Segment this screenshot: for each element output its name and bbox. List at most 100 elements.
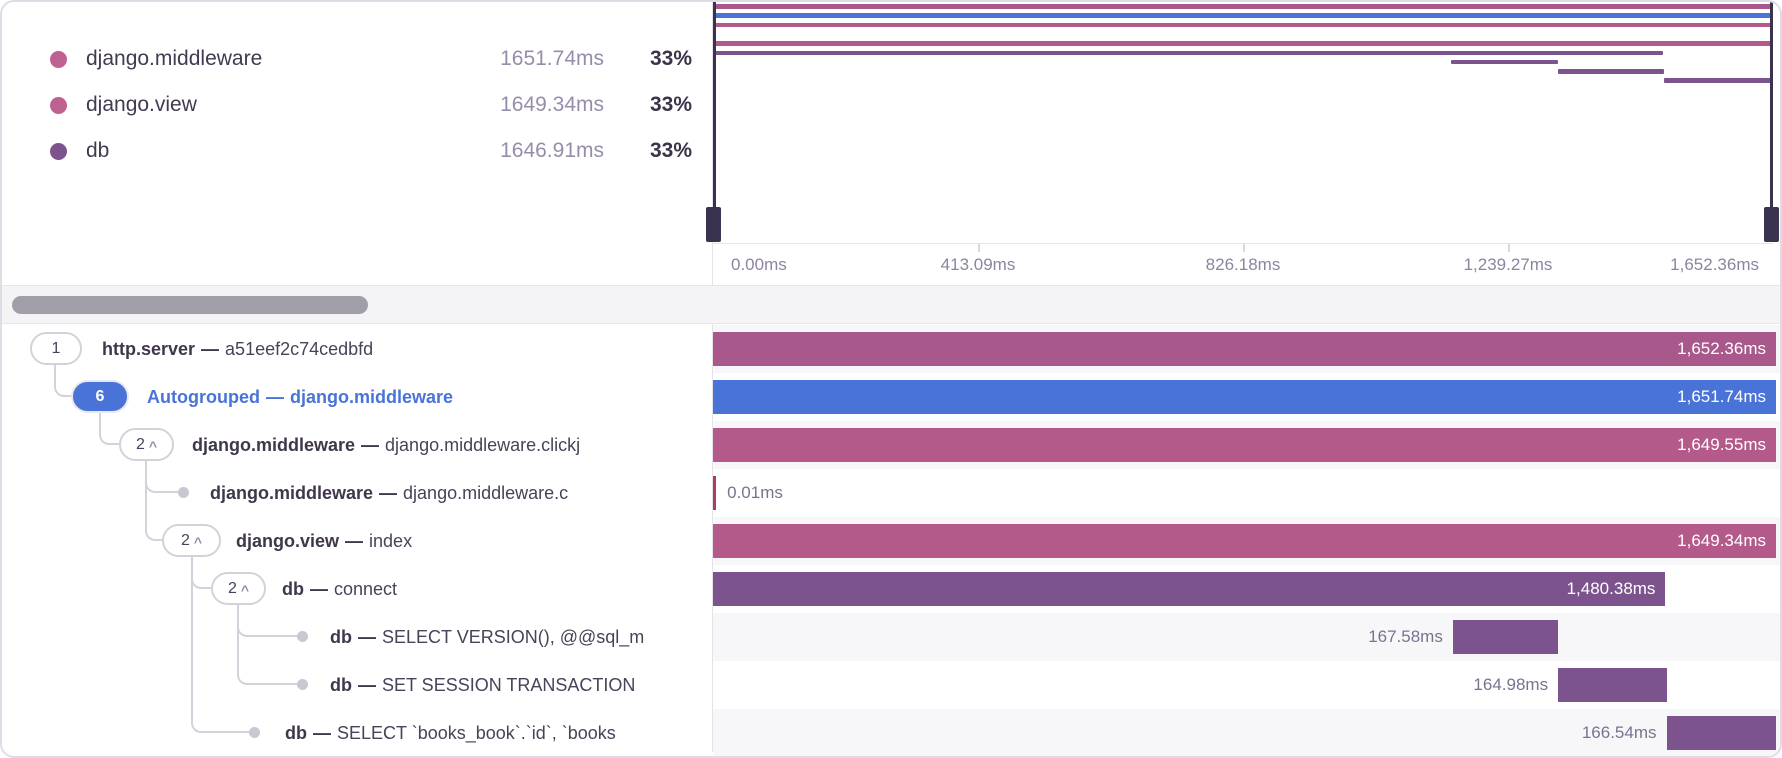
span-bar-row: 1,649.34ms <box>713 517 1776 565</box>
span-title: django.middleware — django.middleware.clic… <box>192 421 580 469</box>
span-bar-row: 1,480.38ms <box>713 565 1776 613</box>
chevron-up-icon: ^ <box>193 533 203 550</box>
minimap-left-handle-line[interactable] <box>713 2 716 242</box>
span-bar-django-view[interactable]: 1,649.34ms <box>713 524 1776 558</box>
span-bar-http-server[interactable]: 1,652.36ms <box>713 332 1776 366</box>
child-count-badge-expanded[interactable]: 2 ^ <box>162 524 221 557</box>
row-stripe <box>713 613 1780 661</box>
span-title: db — connect <box>282 565 397 613</box>
span-bar-autogroup[interactable]: 1,651.74ms <box>713 380 1776 414</box>
separator: — <box>310 579 328 599</box>
scrollbar-track[interactable] <box>2 286 1780 324</box>
horizontal-scrollbar-thumb[interactable] <box>12 296 368 314</box>
span-duration-label: 1,651.74ms <box>1677 387 1766 406</box>
span-tree-row-middleware-leaf[interactable]: django.middleware — django.middleware.c <box>2 469 712 517</box>
op-percent: 33% <box>649 93 692 116</box>
span-description: django.middleware.clickj <box>385 435 581 455</box>
span-duration-label: 1,649.34ms <box>1677 531 1766 550</box>
leaf-dot <box>297 679 308 690</box>
span-description: connect <box>334 579 398 599</box>
op-duration: 1646.91ms <box>500 139 604 162</box>
span-description: django.middleware <box>289 387 454 407</box>
autogroup-count-badge[interactable]: 6 <box>71 380 129 413</box>
axis-label: 826.18ms <box>1205 255 1281 274</box>
trace-minimap[interactable] <box>706 2 1779 242</box>
chevron-up-icon: ^ <box>148 437 158 454</box>
legend-item: db 1646.91ms 33% <box>2 128 692 174</box>
separator: — <box>345 531 364 551</box>
axis-label: 0.00ms <box>731 255 787 274</box>
axis-tick <box>1508 244 1510 252</box>
tree-connector <box>54 364 71 397</box>
minimap-span <box>713 50 1663 55</box>
axis-tick <box>978 244 980 252</box>
badge-count: 6 <box>95 387 105 405</box>
minimap-right-handle-grip[interactable] <box>1764 207 1779 242</box>
time-axis: 0.00ms 413.09ms 826.18ms 1,239.27ms 1,65… <box>713 243 1773 285</box>
span-description: SELECT `books_book`.`id`, `books <box>337 723 616 743</box>
minimap-left-handle-grip[interactable] <box>706 207 721 242</box>
op-color-dot <box>50 142 67 160</box>
axis-tick <box>1243 244 1245 252</box>
leaf-dot <box>249 727 260 738</box>
span-tree-row-django-view[interactable]: 2 ^ django.view — index <box>2 517 712 565</box>
span-tree-row-db-set-session[interactable]: db — SET SESSION TRANSACTION <box>2 661 712 709</box>
span-title: db — SET SESSION TRANSACTION <box>330 661 635 709</box>
op-name: django.middleware <box>86 47 263 70</box>
ops-breakdown-legend: django.middleware 1651.74ms 33% django.v… <box>2 36 692 174</box>
chevron-up-icon: ^ <box>240 581 250 598</box>
span-tree-row-db-connect[interactable]: 2 ^ db — connect <box>2 565 712 613</box>
badge-count: 1 <box>51 339 61 357</box>
op-color-dot <box>50 50 67 68</box>
span-bar-db-select-version[interactable] <box>1452 620 1559 654</box>
separator: — <box>265 387 284 407</box>
span-description: SET SESSION TRANSACTION <box>382 675 636 695</box>
span-bar-row: 166.54ms <box>713 709 1776 756</box>
minimap-span <box>713 13 1773 18</box>
span-op: django.middleware <box>210 483 374 503</box>
row-stripe <box>713 709 1780 756</box>
span-duration-label: 166.54ms <box>1581 723 1657 742</box>
tree-connector <box>145 460 162 541</box>
span-bar-middleware[interactable]: 1,649.55ms <box>713 428 1776 462</box>
minimap-span <box>713 22 1773 28</box>
span-bar-middleware-leaf[interactable] <box>713 476 716 510</box>
span-bar-db-select-books[interactable] <box>1666 716 1776 750</box>
span-op: db <box>330 627 352 647</box>
child-count-badge-expanded[interactable]: 2 ^ <box>119 428 174 461</box>
span-tree-row-autogroup[interactable]: 6 Autogrouped — django.middleware <box>2 373 712 421</box>
span-bar-row: 1,651.74ms <box>713 373 1776 421</box>
minimap-right-handle-line[interactable] <box>1770 2 1773 242</box>
span-op: django.middleware <box>192 435 356 455</box>
span-description: SELECT VERSION(), @@sql_m <box>382 627 645 647</box>
child-count-badge[interactable]: 1 <box>30 332 82 365</box>
span-description: django.middleware.c <box>403 483 569 503</box>
minimap-span <box>713 4 1773 9</box>
span-tree-row-db-select-books[interactable]: db — SELECT `books_book`.`id`, `books <box>2 709 712 756</box>
child-count-badge-expanded[interactable]: 2 ^ <box>211 572 266 605</box>
op-name: django.view <box>86 93 197 116</box>
tree-connector <box>99 412 119 445</box>
span-op: Autogrouped <box>147 387 260 407</box>
leaf-dot <box>178 487 189 498</box>
op-duration: 1651.74ms <box>500 47 604 70</box>
span-title: db — SELECT `books_book`.`id`, `books <box>285 709 616 756</box>
op-duration: 1649.34ms <box>500 93 604 116</box>
minimap-span <box>1557 69 1664 74</box>
panel-divider[interactable] <box>712 2 713 752</box>
span-bar-db-connect[interactable]: 1,480.38ms <box>713 572 1666 606</box>
separator: — <box>358 675 376 695</box>
span-tree-row-http-server[interactable]: 1 http.server — a51eef2c74cedbfd <box>2 325 712 373</box>
op-percent: 33% <box>649 47 692 70</box>
span-bar-row: 167.58ms <box>713 613 1776 661</box>
span-tree-row-middleware[interactable]: 2 ^ django.middleware — django.middleware.c… <box>2 421 712 469</box>
span-title: Autogrouped — django.middleware <box>147 373 453 421</box>
span-bars: 1,652.36ms 1,651.74ms 1,649.55ms 0.01ms … <box>713 325 1776 756</box>
leaf-dot <box>297 631 308 642</box>
span-bar-db-set-session[interactable] <box>1558 668 1668 702</box>
span-tree-row-db-select-version[interactable]: db — SELECT VERSION(), @@sql_m <box>2 613 712 661</box>
span-duration-label: 167.58ms <box>1368 627 1443 646</box>
span-op: db <box>330 675 352 695</box>
axis-label: 1,652.36ms <box>1670 255 1759 274</box>
legend-item: django.middleware 1651.74ms 33% <box>2 36 692 82</box>
